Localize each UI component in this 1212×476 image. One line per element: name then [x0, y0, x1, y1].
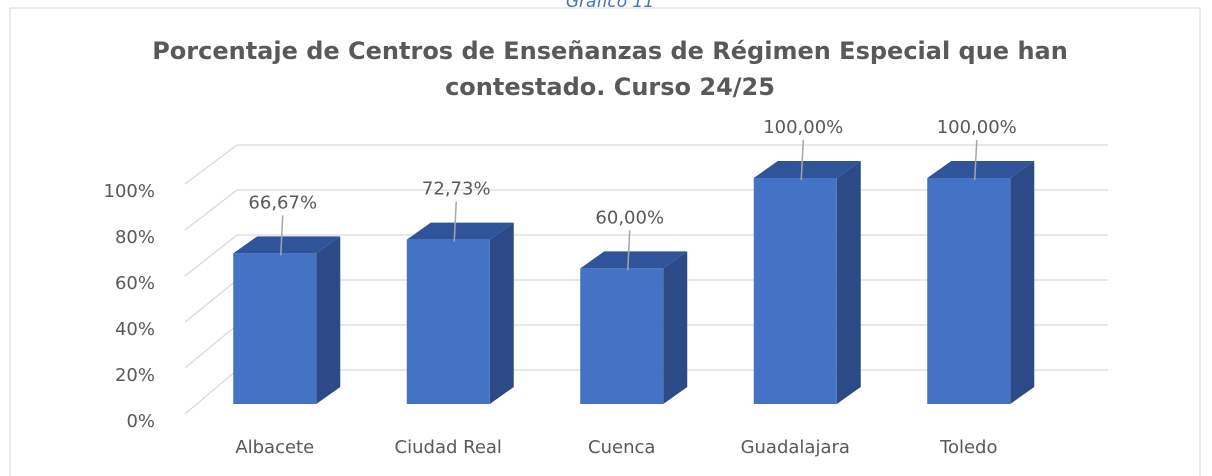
y-tick-label: 20%	[115, 365, 155, 386]
chart-title: Porcentaje de Centros de Enseñanzas de R…	[152, 37, 1068, 101]
data-label: 100,00%	[937, 117, 1017, 138]
bar-top	[580, 251, 688, 269]
bar	[233, 253, 317, 404]
leader-line	[800, 139, 804, 181]
leader-line	[453, 201, 457, 242]
bar-top	[406, 222, 514, 240]
leader-line	[280, 215, 284, 256]
data-label: 100,00%	[763, 117, 843, 138]
grid-line	[184, 279, 238, 323]
bar-top	[233, 236, 341, 254]
bar-side	[489, 222, 514, 404]
grid-line	[184, 189, 238, 231]
data-label: 60,00%	[595, 207, 664, 228]
x-tick-label: Ciudad Real	[395, 437, 502, 458]
x-tick-label: Albacete	[235, 437, 314, 458]
y-tick-label: 40%	[115, 319, 155, 340]
data-label: 72,73%	[422, 179, 491, 200]
bar-top	[753, 161, 861, 178]
grid-line	[184, 144, 238, 185]
y-tick-label: 80%	[115, 227, 155, 248]
y-tick-label: 60%	[115, 273, 155, 294]
x-tick-label: Cuenca	[588, 437, 655, 458]
chart-frame	[9, 7, 1201, 476]
leader-line	[974, 139, 978, 181]
x-tick-label: Toledo	[939, 437, 997, 458]
grid-line	[184, 234, 238, 277]
bar	[406, 239, 490, 404]
bar-side	[1010, 161, 1035, 404]
bar-side	[316, 236, 341, 404]
bar-top	[927, 161, 1035, 178]
caption: Gráfico 11	[566, 0, 654, 12]
data-label: 66,67%	[248, 192, 317, 213]
grid-line	[184, 324, 238, 369]
y-tick-label: 100%	[104, 181, 155, 202]
bar	[927, 178, 1011, 404]
bar	[580, 268, 664, 404]
leader-line	[627, 230, 631, 271]
grid-line	[184, 369, 238, 415]
x-tick-label: Guadalajara	[741, 437, 850, 458]
y-tick-label: 0%	[126, 411, 155, 432]
bar-side	[663, 251, 688, 404]
bar-side	[836, 161, 861, 404]
bar	[753, 178, 837, 404]
